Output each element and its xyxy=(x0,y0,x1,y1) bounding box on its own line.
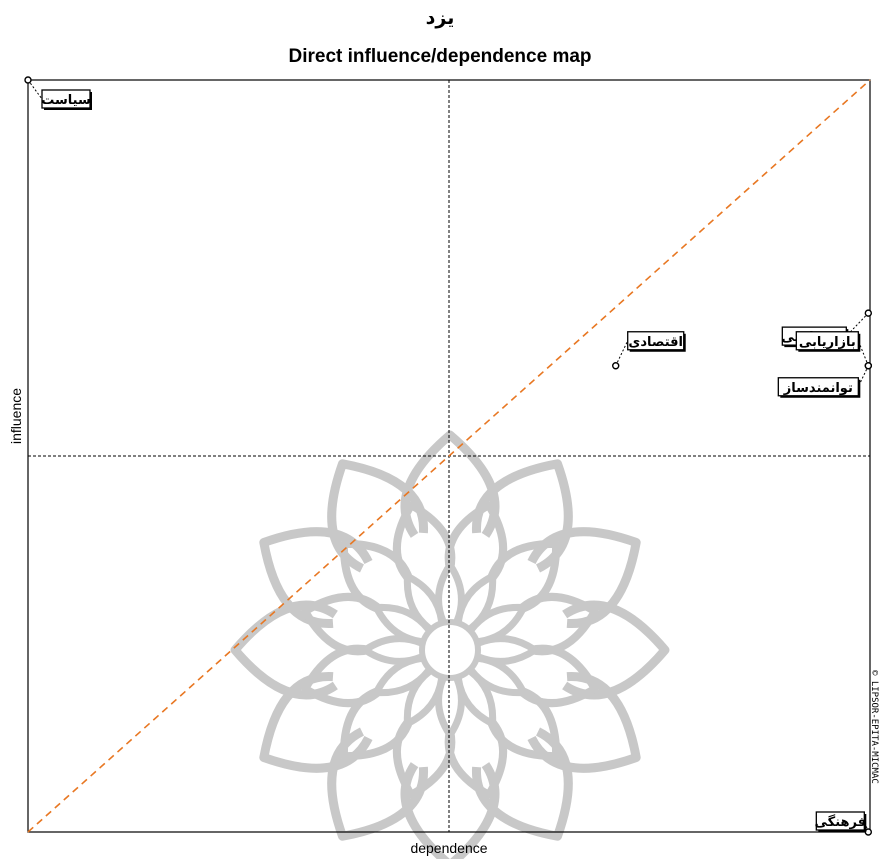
point-leader-line xyxy=(857,340,869,366)
y-axis-label: influence xyxy=(8,388,24,444)
point-label-box xyxy=(627,331,685,351)
chart-title-top: یزد xyxy=(426,7,455,29)
x-axis-label: dependence xyxy=(410,840,487,856)
point-label-box xyxy=(777,377,859,397)
flower-center xyxy=(419,619,481,681)
data-point: بازاریابی xyxy=(795,331,873,370)
data-points: سیاستزیرساختیبازاریابیتوانمندسازاقتصادیف… xyxy=(24,76,873,836)
data-point: سیاست xyxy=(24,76,92,110)
point-label: اقتصادی xyxy=(628,335,683,350)
watermark-text: © LIPSOR-EPITA-MICMAC xyxy=(869,670,879,784)
data-point: توانمندساز xyxy=(777,362,873,398)
diagonal-line xyxy=(27,79,871,833)
flower-petal-ring xyxy=(301,501,599,799)
data-point: اقتصادی xyxy=(612,331,686,370)
flower-petal-ring xyxy=(361,561,539,739)
point-leader-line xyxy=(615,340,629,366)
point-label-box xyxy=(795,331,859,351)
point-label: بازاریابی xyxy=(799,335,856,350)
point-label-box xyxy=(815,811,865,831)
point-marker xyxy=(864,309,873,317)
data-point: فرهنگی xyxy=(814,811,873,836)
point-label: سیاست xyxy=(41,93,91,108)
point-leader-line xyxy=(845,312,869,337)
point-label-box xyxy=(41,89,91,109)
point-label: توانمندساز xyxy=(783,381,853,396)
point-label: فرهنگی xyxy=(814,814,866,830)
point-marker xyxy=(612,362,620,370)
flower-petal-ring xyxy=(230,430,670,859)
chart-title: Direct influence/dependence map xyxy=(288,46,591,67)
watermark-flower-icon xyxy=(230,430,670,859)
point-marker xyxy=(864,362,873,370)
point-marker xyxy=(24,76,32,84)
